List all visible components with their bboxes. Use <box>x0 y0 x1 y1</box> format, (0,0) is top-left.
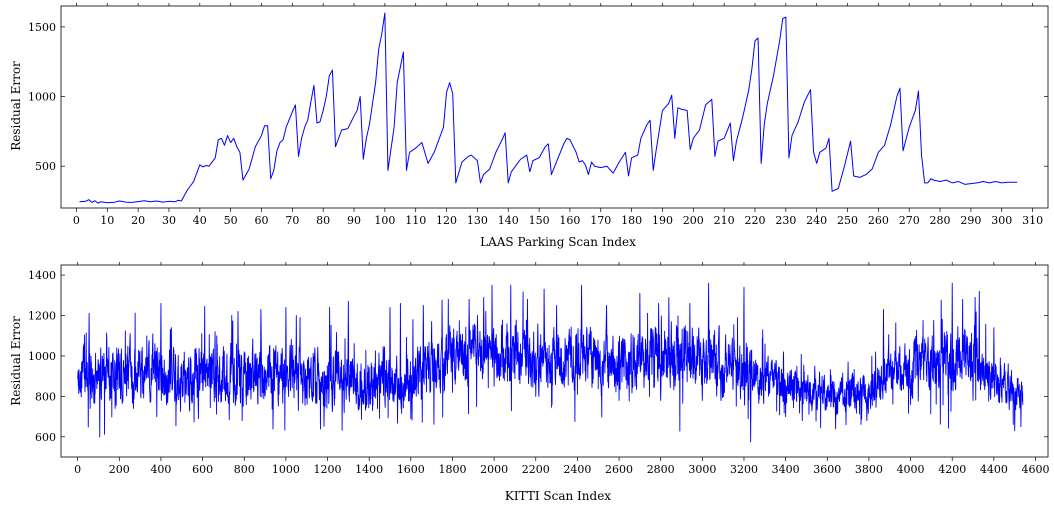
chart-1-x-tick-label: 250 <box>837 214 858 227</box>
chart-1-x-tick-label: 20 <box>131 214 145 227</box>
chart-2-series-line <box>77 282 1024 443</box>
chart-2-x-tick-label: 200 <box>109 463 130 476</box>
chart-1-x-tick-label: 100 <box>374 214 395 227</box>
chart-2-x-tick-label: 4600 <box>1022 463 1050 476</box>
laas-residual-chart: LAAS Parking Scan Index Residual Error 0… <box>9 3 1049 249</box>
chart-1-x-tick-label: 90 <box>347 214 361 227</box>
chart-2-x-tick-label: 3600 <box>813 463 841 476</box>
chart-1-x-tick-label: 210 <box>714 214 735 227</box>
chart-1-x-tick-label: 80 <box>316 214 330 227</box>
chart-2-x-tick-label: 1600 <box>397 463 425 476</box>
chart-2-x-axis-label: KITTI Scan Index <box>505 489 611 503</box>
chart-2-x-tick-label: 1000 <box>272 463 300 476</box>
chart-1-x-tick-label: 190 <box>652 214 673 227</box>
chart-1-x-tick-label: 220 <box>744 214 765 227</box>
chart-1-x-tick-label: 30 <box>162 214 176 227</box>
chart-1-x-tick-label: 200 <box>683 214 704 227</box>
chart-2-x-tick-label: 2200 <box>522 463 550 476</box>
chart-2-x-tick-label: 3800 <box>855 463 883 476</box>
chart-2-x-tick-label: 3200 <box>730 463 758 476</box>
chart-1-x-tick-label: 300 <box>991 214 1012 227</box>
chart-2-x-tick-label: 4000 <box>897 463 925 476</box>
chart-1-x-tick-label: 150 <box>529 214 550 227</box>
chart-1-x-tick-label: 40 <box>193 214 207 227</box>
chart-2-y-tick-label: 1000 <box>28 350 56 363</box>
chart-1-y-axis-label: Residual Error <box>9 61 23 151</box>
chart-2-x-tick-label: 2800 <box>647 463 675 476</box>
chart-2-x-tick-label: 3000 <box>688 463 716 476</box>
chart-1-x-tick-label: 230 <box>775 214 796 227</box>
chart-1-series-line <box>79 12 1018 204</box>
chart-1-x-tick-label: 170 <box>590 214 611 227</box>
chart-2-x-tick-label: 1400 <box>355 463 383 476</box>
chart-1-x-tick-label: 310 <box>1022 214 1043 227</box>
chart-1-x-tick-label: 290 <box>960 214 981 227</box>
chart-2-y-tick-label: 800 <box>35 390 56 403</box>
chart-1-x-tick-label: 130 <box>467 214 488 227</box>
chart-1-plot-frame <box>60 5 1049 209</box>
chart-1-x-tick-label: 50 <box>224 214 238 227</box>
chart-1-x-tick-label: 70 <box>285 214 299 227</box>
chart-2-x-tick-label: 4400 <box>980 463 1008 476</box>
chart-1-y-tick-label: 1000 <box>28 91 56 104</box>
chart-2-x-tick-label: 800 <box>234 463 255 476</box>
chart-1-x-tick-label: 240 <box>806 214 827 227</box>
chart-1-x-tick-label: 110 <box>405 214 426 227</box>
chart-2-x-tick-label: 4200 <box>938 463 966 476</box>
chart-2-y-tick-label: 600 <box>35 431 56 444</box>
chart-2-x-tick-label: 600 <box>192 463 213 476</box>
chart-2-x-tick-label: 3400 <box>772 463 800 476</box>
chart-2-plot-frame <box>60 264 1049 458</box>
chart-2-x-tick-label: 1800 <box>438 463 466 476</box>
chart-2-x-tick-label: 2000 <box>480 463 508 476</box>
chart-1-y-tick-label: 500 <box>35 160 56 173</box>
chart-1-x-tick-label: 60 <box>254 214 268 227</box>
chart-2-x-tick-label: 2600 <box>605 463 633 476</box>
chart-1-x-axis-label: LAAS Parking Scan Index <box>480 235 636 249</box>
chart-1-y-tick-label: 1500 <box>28 21 56 34</box>
chart-1-x-tick-label: 260 <box>868 214 889 227</box>
chart-1-x-tick-label: 0 <box>73 214 80 227</box>
chart-2-x-tick-label: 1200 <box>314 463 342 476</box>
kitti-residual-chart: KITTI Scan Index Residual Error 0 200 400 6… <box>9 262 1050 503</box>
chart-1-x-tick-label: 120 <box>436 214 457 227</box>
chart-2-x-tick-label: 0 <box>74 463 81 476</box>
chart-1-x-tick-label: 280 <box>930 214 951 227</box>
chart-1-x-tick-label: 160 <box>559 214 580 227</box>
chart-1-x-tick-label: 270 <box>899 214 920 227</box>
chart-2-y-axis-label: Residual Error <box>9 316 23 406</box>
chart-2-x-tick-label: 400 <box>150 463 171 476</box>
chart-2-x-tick-label: 2400 <box>563 463 591 476</box>
chart-1-x-tick-label: 180 <box>621 214 642 227</box>
chart-1-x-tick-label: 140 <box>498 214 519 227</box>
chart-2-y-tick-label: 1200 <box>28 310 56 323</box>
chart-2-y-tick-label: 1400 <box>28 269 56 282</box>
chart-1-x-tick-label: 10 <box>100 214 114 227</box>
